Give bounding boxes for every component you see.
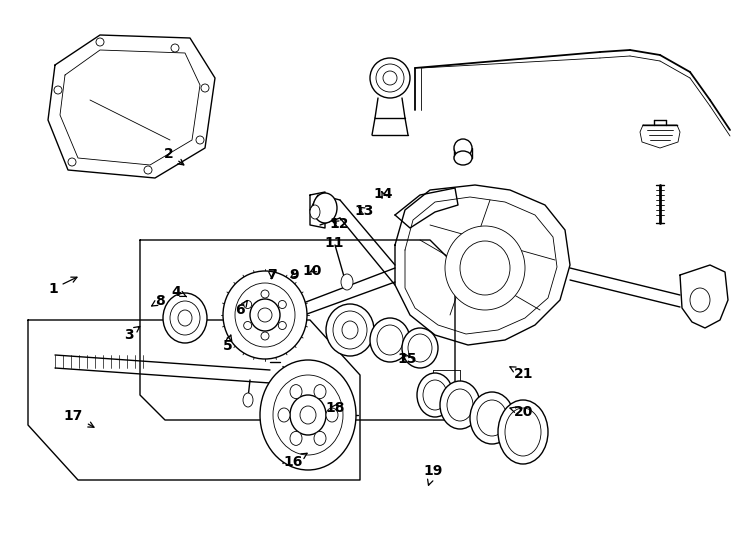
Text: 1: 1	[48, 277, 77, 296]
Ellipse shape	[244, 321, 252, 329]
Ellipse shape	[314, 431, 326, 446]
Text: 6: 6	[235, 300, 247, 318]
Ellipse shape	[54, 86, 62, 94]
Text: 19: 19	[424, 464, 443, 485]
Ellipse shape	[178, 310, 192, 326]
Ellipse shape	[454, 139, 472, 157]
Ellipse shape	[278, 300, 286, 308]
Text: 5: 5	[222, 335, 233, 353]
Text: 14: 14	[374, 187, 393, 201]
Ellipse shape	[258, 308, 272, 322]
Text: 4: 4	[171, 285, 186, 299]
Ellipse shape	[170, 301, 200, 335]
Ellipse shape	[290, 431, 302, 446]
Ellipse shape	[383, 71, 397, 85]
Text: 16: 16	[284, 453, 307, 469]
Ellipse shape	[243, 393, 253, 407]
Ellipse shape	[402, 328, 438, 368]
Ellipse shape	[477, 400, 507, 436]
Ellipse shape	[260, 360, 356, 470]
Ellipse shape	[261, 290, 269, 298]
Text: 7: 7	[266, 268, 277, 282]
Ellipse shape	[310, 205, 320, 219]
Text: 8: 8	[152, 294, 165, 308]
Ellipse shape	[326, 408, 338, 422]
Ellipse shape	[440, 381, 480, 429]
Ellipse shape	[244, 300, 252, 308]
Ellipse shape	[505, 408, 541, 456]
Text: 11: 11	[324, 236, 344, 250]
Ellipse shape	[171, 44, 179, 52]
Ellipse shape	[223, 271, 307, 359]
Ellipse shape	[690, 288, 710, 312]
Ellipse shape	[96, 38, 104, 46]
Text: 18: 18	[325, 401, 344, 415]
Ellipse shape	[261, 332, 269, 340]
Text: 13: 13	[355, 204, 374, 218]
Ellipse shape	[377, 325, 403, 355]
Ellipse shape	[278, 408, 290, 422]
Text: 20: 20	[510, 405, 533, 419]
Ellipse shape	[235, 283, 295, 347]
Ellipse shape	[370, 58, 410, 98]
Text: 15: 15	[398, 352, 417, 366]
Text: 17: 17	[64, 409, 94, 427]
Ellipse shape	[376, 64, 404, 92]
Ellipse shape	[417, 373, 453, 417]
Ellipse shape	[333, 311, 367, 349]
Text: 3: 3	[123, 327, 139, 342]
Ellipse shape	[163, 293, 207, 343]
Ellipse shape	[196, 136, 204, 144]
Ellipse shape	[498, 400, 548, 464]
Ellipse shape	[201, 84, 209, 92]
Ellipse shape	[470, 392, 514, 444]
Text: 21: 21	[510, 367, 533, 381]
Text: 12: 12	[330, 217, 349, 231]
Text: 2: 2	[164, 147, 184, 165]
Ellipse shape	[250, 299, 280, 331]
Ellipse shape	[300, 406, 316, 424]
Text: 10: 10	[302, 264, 321, 278]
Ellipse shape	[447, 389, 473, 421]
Ellipse shape	[423, 380, 447, 410]
Ellipse shape	[445, 226, 525, 310]
Ellipse shape	[341, 274, 353, 290]
Ellipse shape	[370, 318, 410, 362]
Ellipse shape	[290, 384, 302, 399]
Ellipse shape	[278, 321, 286, 329]
Ellipse shape	[314, 384, 326, 399]
Ellipse shape	[68, 158, 76, 166]
Ellipse shape	[460, 241, 510, 295]
Ellipse shape	[454, 151, 472, 165]
Ellipse shape	[326, 304, 374, 356]
Ellipse shape	[408, 334, 432, 362]
Ellipse shape	[342, 321, 358, 339]
Ellipse shape	[273, 375, 343, 455]
Ellipse shape	[144, 166, 152, 174]
Ellipse shape	[290, 395, 326, 435]
Ellipse shape	[313, 193, 337, 223]
Text: 9: 9	[288, 268, 299, 282]
